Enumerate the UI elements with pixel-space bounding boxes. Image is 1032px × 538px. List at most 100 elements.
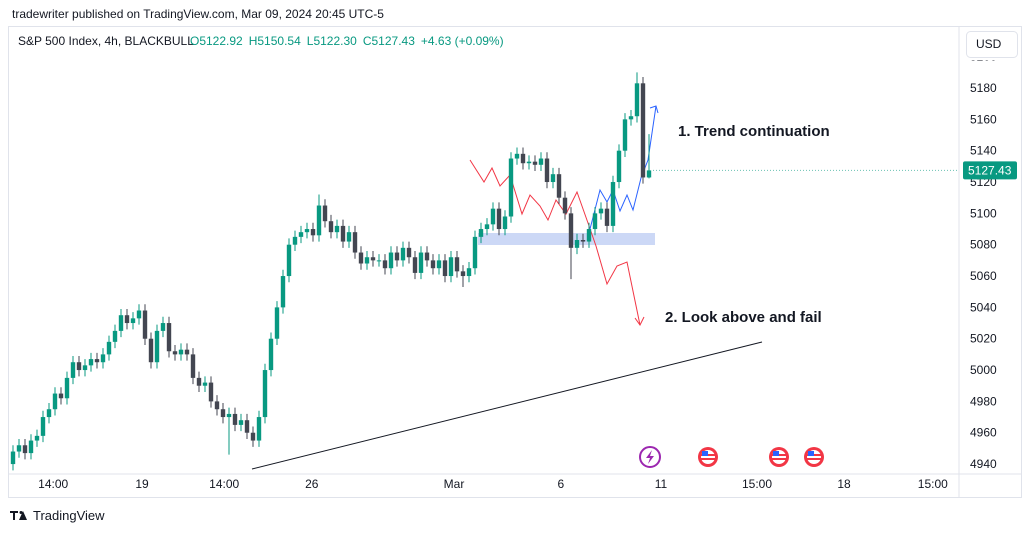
candle-body <box>496 208 502 230</box>
candle-body <box>568 213 574 248</box>
candle-body <box>304 229 310 233</box>
candle-body <box>40 417 46 436</box>
bearish-arrow <box>634 316 645 326</box>
candle-body <box>142 310 148 339</box>
zone <box>478 233 655 245</box>
candle-body <box>316 205 322 236</box>
candle-body <box>226 413 232 418</box>
change: +4.63 (+0.09%) <box>421 34 504 48</box>
candle-body <box>82 365 88 371</box>
candle-body <box>622 119 628 151</box>
y-tick-label: 5100 <box>970 206 997 220</box>
candle-body <box>430 260 436 269</box>
candle-body <box>250 432 256 441</box>
candle-body <box>382 260 388 269</box>
event-icon[interactable] <box>804 447 824 467</box>
candle-body <box>544 158 550 183</box>
candle-body <box>238 420 244 425</box>
y-tick-label: 5080 <box>970 238 997 252</box>
candles <box>10 72 652 471</box>
candle-body <box>280 276 286 308</box>
candle-body <box>130 318 136 324</box>
candle-body <box>424 252 430 261</box>
y-tick-label: 5180 <box>970 81 997 95</box>
y-tick-label: 5000 <box>970 363 997 377</box>
candle-body <box>100 354 106 363</box>
candle-body <box>262 370 268 418</box>
candle-body <box>556 174 562 198</box>
x-tick-label: 6 <box>557 477 564 491</box>
candle-body <box>154 330 160 363</box>
candle-body <box>352 232 358 253</box>
y-tick-label: 5020 <box>970 332 997 346</box>
x-tick-label: 18 <box>837 477 851 491</box>
frame <box>8 26 1022 498</box>
candle-body <box>322 205 328 222</box>
candle-body <box>34 435 40 441</box>
candle-body <box>592 213 598 230</box>
currency-button[interactable] <box>966 31 1018 58</box>
candle-body <box>394 252 400 261</box>
candle-body <box>520 153 526 164</box>
candle-body <box>412 257 418 273</box>
candle-body <box>28 440 34 454</box>
x-tick-label: 26 <box>305 477 319 491</box>
y-axis: 4940496049805000502050405060508051005120… <box>970 50 997 471</box>
candle-body <box>406 247 412 258</box>
candle-body <box>562 197 568 214</box>
y-tick-label: 5200 <box>970 50 997 64</box>
y-tick-label: 4980 <box>970 394 997 408</box>
candle-body <box>502 216 508 230</box>
candle-body <box>22 445 28 454</box>
y-tick-label: 5060 <box>970 269 997 283</box>
x-axis: 14:00 19 14:00 26 Mar 6 11 15:00 18 15:00 <box>38 477 948 491</box>
candle-body <box>274 307 280 339</box>
currency: USD <box>976 37 1002 51</box>
candle-body <box>58 393 64 399</box>
candle-body <box>190 354 196 378</box>
candle-body <box>364 257 370 264</box>
candle-body <box>310 229 316 236</box>
candle-body <box>244 420 250 433</box>
candle-body <box>466 268 472 277</box>
candle-body <box>208 382 214 402</box>
candle-body <box>268 338 274 371</box>
x-tick-label: 19 <box>135 477 149 491</box>
candle-body <box>64 377 70 399</box>
y-tick-label: 4960 <box>970 426 997 440</box>
candle-body <box>256 417 262 441</box>
candle-body <box>514 153 520 159</box>
candle-body <box>508 158 514 217</box>
candle-body <box>526 161 532 164</box>
candle-body <box>160 323 166 331</box>
candle-body <box>484 224 490 230</box>
x-tick-label: Mar <box>444 477 465 491</box>
candle-body <box>478 229 484 237</box>
brand: TradingView <box>33 508 105 523</box>
candle-body <box>454 257 460 272</box>
candle-body <box>472 236 478 269</box>
candle-body <box>460 271 466 277</box>
candle-body <box>370 257 376 261</box>
event-icon[interactable] <box>769 447 789 467</box>
candle-body <box>16 445 22 452</box>
candle-body <box>640 83 646 178</box>
bullish-arrow <box>649 105 659 114</box>
candle-body <box>634 83 640 117</box>
candle-body <box>70 362 76 378</box>
candle-body <box>388 252 394 269</box>
candle-body <box>214 401 220 410</box>
event-icon[interactable] <box>698 447 718 467</box>
candle-body <box>580 240 586 242</box>
candle-body <box>292 236 298 245</box>
x-tick-label: 15:00 <box>742 477 772 491</box>
candle-body <box>574 240 580 248</box>
y-tick-label: 4940 <box>970 457 997 471</box>
candle-body <box>340 225 346 242</box>
y-tick-label: 5160 <box>970 112 997 126</box>
ohlc-value: C5127.43 <box>363 34 415 48</box>
candle-body <box>610 182 616 226</box>
candle-body <box>148 338 154 363</box>
ohlc-legend: O5122.92 H5150.54 L5122.30 C5127.43 +4.63 (+… <box>190 34 504 48</box>
